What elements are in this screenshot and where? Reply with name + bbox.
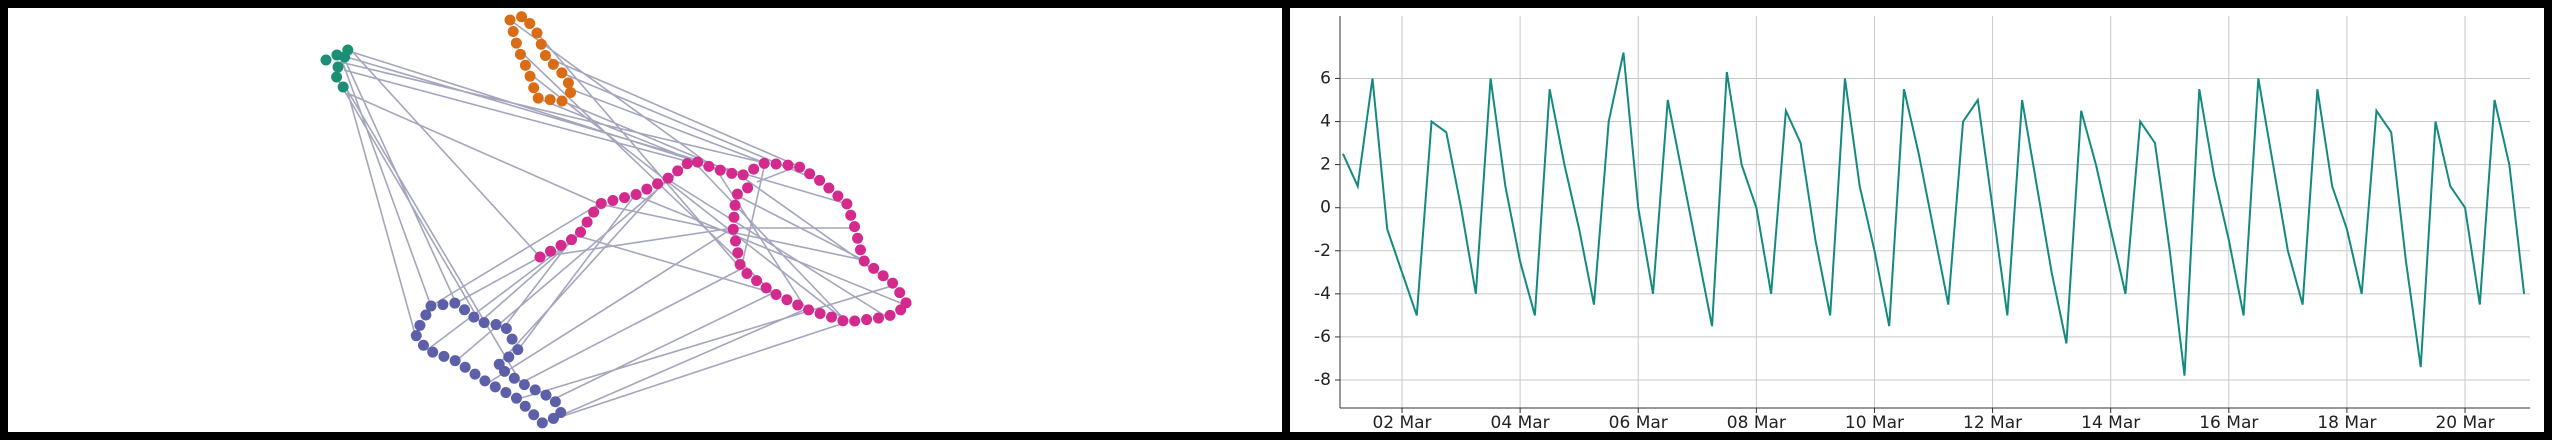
green-cluster <box>320 35 366 99</box>
orange-cluster <box>503 9 581 107</box>
y-tick-label: -4 <box>1314 284 1331 304</box>
y-tick-label: 4 <box>1320 112 1331 132</box>
y-tick-label: 6 <box>1320 68 1331 88</box>
y-tick-label: -2 <box>1314 241 1331 261</box>
x-tick-label: 16 Mar <box>2199 413 2258 433</box>
pink-cluster <box>534 153 916 328</box>
line <box>1342 52 2526 376</box>
x-tick-label: 08 Mar <box>1727 413 1786 433</box>
x-tick-label: 20 Mar <box>2435 413 2494 433</box>
y-tick-label: 0 <box>1320 198 1331 218</box>
x-tick-label: 14 Mar <box>2081 413 2140 433</box>
x-tick-label: 06 Mar <box>1609 413 1668 433</box>
y-tick-label: -6 <box>1314 327 1331 347</box>
purple-cluster <box>408 297 570 430</box>
chart-panel <box>1290 8 2544 432</box>
x-tick-label: 18 Mar <box>2317 413 2376 433</box>
y-tick-label: 2 <box>1320 155 1331 175</box>
network-graph <box>320 9 916 430</box>
graph-panel <box>8 8 1282 432</box>
x-tick-label: 04 Mar <box>1491 413 1550 433</box>
x-tick-label: 12 Mar <box>1963 413 2022 433</box>
y-tick-label: -8 <box>1314 370 1331 390</box>
x-tick-label: 02 Mar <box>1372 413 1431 433</box>
x-tick-label: 10 Mar <box>1845 413 1904 433</box>
graph-edges <box>333 19 909 424</box>
